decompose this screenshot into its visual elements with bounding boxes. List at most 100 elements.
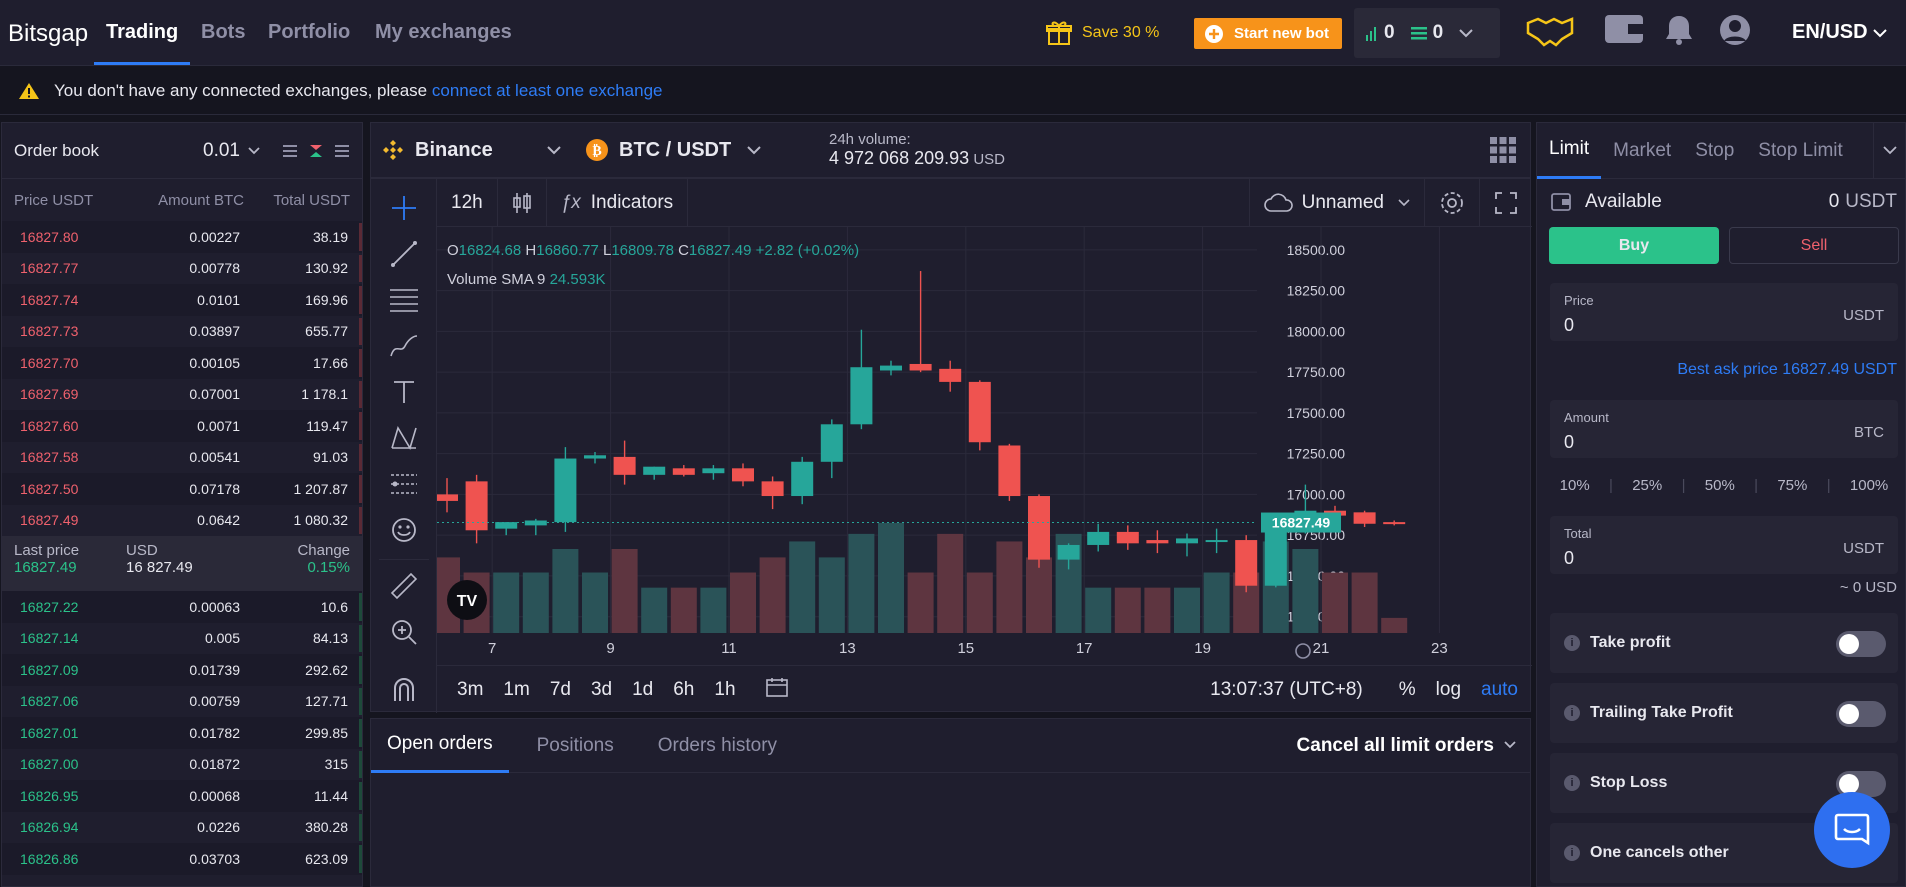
tab-limit[interactable]: Limit	[1537, 123, 1602, 179]
wallet-icon[interactable]	[1604, 14, 1644, 44]
order-book-row[interactable]: 16827.14 0.005 84.13	[2, 623, 362, 655]
asks-view-icon[interactable]	[334, 143, 350, 159]
order-book-row[interactable]: 16827.70 0.00105 17.66	[2, 347, 362, 379]
range-1d[interactable]: 1d	[632, 678, 654, 700]
language-currency-selector[interactable]: EN/USD	[1792, 21, 1887, 44]
total-input[interactable]: 0	[1564, 548, 1575, 568]
range-7d[interactable]: 7d	[549, 678, 571, 700]
auto-scale-toggle[interactable]: auto	[1481, 678, 1518, 700]
order-book-row[interactable]: 16826.86 0.03703 623.09	[2, 843, 362, 875]
more-tabs-button[interactable]	[1873, 122, 1905, 179]
chat-button[interactable]	[1814, 792, 1890, 868]
bot-counters[interactable]: 0 0	[1354, 8, 1500, 58]
emoji-icon[interactable]	[387, 513, 421, 547]
candle-type-icon[interactable]	[498, 178, 547, 227]
nav-trading[interactable]: Trading	[106, 21, 179, 43]
order-book-row[interactable]: 16827.80 0.00227 38.19	[2, 221, 362, 253]
price-chart[interactable]: 18500.00 18250.00 18000.00 17750.00 17500.00…	[437, 227, 1532, 665]
start-new-bot-button[interactable]: Start new bot	[1194, 18, 1342, 49]
order-book-row[interactable]: 16827.73 0.03897 655.77	[2, 316, 362, 348]
pattern-icon[interactable]	[387, 421, 421, 455]
user-avatar-icon[interactable]	[1719, 14, 1751, 46]
brush-icon[interactable]	[387, 329, 421, 363]
pct-25[interactable]: 25%	[1632, 477, 1663, 494]
handshake-icon[interactable]	[1526, 15, 1574, 49]
buy-button[interactable]: Buy	[1549, 227, 1719, 264]
nav-my-exchanges[interactable]: My exchanges	[375, 21, 512, 43]
magnet-icon[interactable]	[387, 673, 421, 707]
order-book-row[interactable]: 16827.00 0.01872 315	[2, 749, 362, 781]
info-icon[interactable]: i	[1564, 845, 1580, 861]
indicators-button[interactable]: ƒx Indicators	[547, 178, 689, 227]
layout-selector[interactable]: Unnamed	[1248, 178, 1425, 227]
amount-field[interactable]: Amount 0 BTC	[1550, 400, 1898, 458]
order-book-row[interactable]: 16827.49 0.0642 1 080.32	[2, 505, 362, 537]
settings-icon[interactable]	[1425, 178, 1480, 227]
pair-selector[interactable]: ₿ BTC / USDT	[571, 138, 771, 162]
tab-orders-history[interactable]: Orders history	[657, 734, 778, 756]
info-icon[interactable]: i	[1564, 705, 1580, 721]
order-book-row[interactable]: 16827.69 0.07001 1 178.1	[2, 379, 362, 411]
amount-input[interactable]: 0	[1564, 432, 1575, 452]
order-book-row[interactable]: 16827.74 0.0101 169.96	[2, 284, 362, 316]
tab-stop[interactable]: Stop	[1695, 139, 1735, 161]
pct-100[interactable]: 100%	[1849, 477, 1889, 494]
order-book-row[interactable]: 16826.94 0.0226 380.28	[2, 812, 362, 844]
price-field[interactable]: Price 0 USDT	[1550, 283, 1898, 341]
bell-icon[interactable]	[1664, 14, 1694, 46]
bids-view-icon[interactable]	[282, 143, 298, 159]
percent-scale-toggle[interactable]: %	[1398, 678, 1416, 700]
ruler-icon[interactable]	[387, 569, 421, 603]
trendline-icon[interactable]	[387, 237, 421, 271]
pct-75[interactable]: 75%	[1777, 477, 1808, 494]
range-1m[interactable]: 1m	[503, 678, 530, 700]
trailing-take-profit-toggle[interactable]	[1836, 701, 1886, 727]
tab-stop-limit[interactable]: Stop Limit	[1758, 139, 1843, 161]
info-icon[interactable]: i	[1564, 635, 1580, 651]
take-profit-toggle[interactable]	[1836, 631, 1886, 657]
both-view-icon[interactable]	[308, 143, 324, 159]
best-ask-link[interactable]: Best ask price 16827.49 USDT	[1677, 361, 1897, 378]
range-3m[interactable]: 3m	[457, 678, 484, 700]
sell-button[interactable]: Sell	[1729, 227, 1899, 264]
info-icon[interactable]: i	[1564, 775, 1580, 791]
range-6h[interactable]: 6h	[673, 678, 695, 700]
price-input[interactable]: 0	[1564, 315, 1575, 335]
pct-50[interactable]: 50%	[1704, 477, 1735, 494]
fullscreen-icon[interactable]	[1480, 179, 1532, 227]
pct-10[interactable]: 10%	[1559, 477, 1590, 494]
log-scale-toggle[interactable]: log	[1435, 678, 1462, 700]
save-promo[interactable]: Save 30 %	[1046, 20, 1159, 46]
grid-layout-icon[interactable]	[1490, 137, 1516, 163]
tab-positions[interactable]: Positions	[536, 734, 614, 756]
precision-selector[interactable]: 0.01	[203, 140, 260, 162]
order-book-row[interactable]: 16827.58 0.00541 91.03	[2, 442, 362, 474]
tab-open-orders[interactable]: Open orders	[371, 719, 509, 773]
horizontal-lines-icon[interactable]	[387, 283, 421, 317]
range-3d[interactable]: 3d	[590, 678, 613, 700]
goto-date-icon[interactable]	[765, 677, 788, 703]
range-1h[interactable]: 1h	[714, 678, 736, 700]
interval-selector[interactable]: 12h	[437, 178, 498, 227]
tab-market[interactable]: Market	[1613, 139, 1672, 161]
order-book-row[interactable]: 16827.22 0.00063 10.6	[2, 591, 362, 623]
exchange-selector[interactable]: Binance	[371, 138, 571, 162]
nav-portfolio[interactable]: Portfolio	[268, 21, 351, 43]
crosshair-icon[interactable]	[387, 191, 421, 225]
total-field[interactable]: Total 0 USDT	[1550, 516, 1898, 574]
prediction-icon[interactable]	[387, 467, 421, 501]
cancel-all-orders-button[interactable]: Cancel all limit orders	[1297, 735, 1516, 757]
logo[interactable]: Bitsgap	[8, 20, 89, 47]
text-tool-icon[interactable]	[387, 375, 421, 409]
order-book-row[interactable]: 16827.09 0.01739 292.62	[2, 654, 362, 686]
order-book-row[interactable]: 16827.77 0.00778 130.92	[2, 253, 362, 285]
zoom-in-icon[interactable]	[387, 615, 421, 649]
nav-bots[interactable]: Bots	[201, 21, 246, 43]
order-book-row[interactable]: 16827.50 0.07178 1 207.87	[2, 473, 362, 505]
connect-exchange-link[interactable]: connect at least one exchange	[431, 80, 663, 100]
order-book-row[interactable]: 16826.95 0.00068 11.44	[2, 780, 362, 812]
order-book-row[interactable]: 16827.01 0.01782 299.85	[2, 717, 362, 749]
order-book-row[interactable]: 16827.60 0.0071 119.47	[2, 410, 362, 442]
y-tick-label: 17750.00	[1287, 364, 1346, 380]
order-book-row[interactable]: 16827.06 0.00759 127.71	[2, 686, 362, 718]
